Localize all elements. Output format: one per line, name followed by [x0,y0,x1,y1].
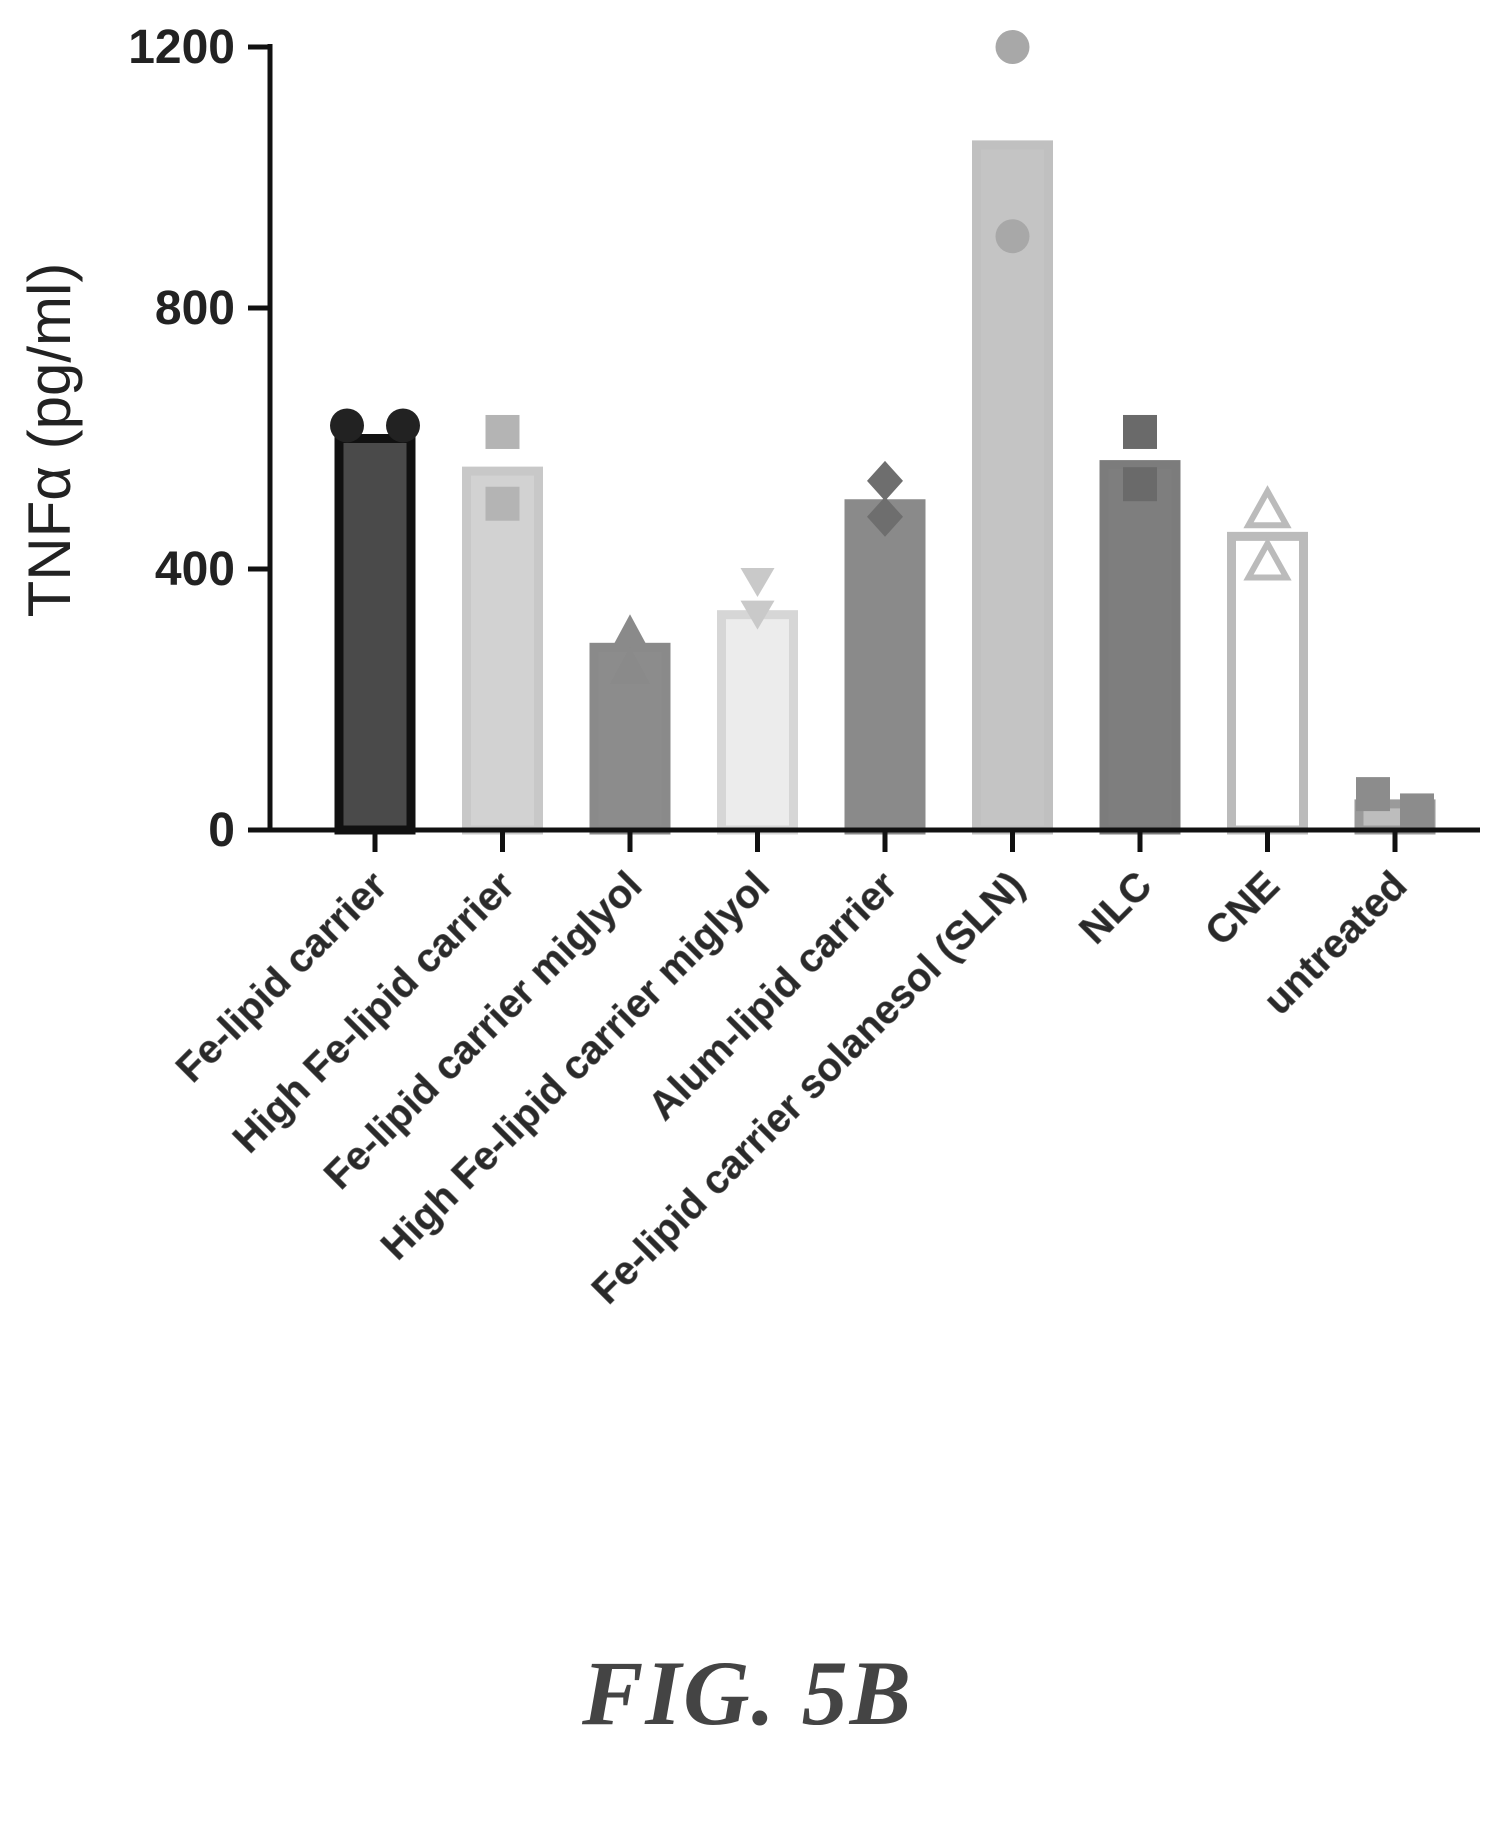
data-points [330,30,1434,828]
data-point [995,219,1030,254]
x-tick-label: Fe-lipid carrier [168,863,396,1091]
figure-caption: FIG. 5B [582,1642,913,1744]
data-point [1123,414,1157,449]
data-point [386,408,420,443]
data-point [485,414,520,449]
bar [717,610,798,835]
bar [462,466,543,835]
data-point [867,460,903,501]
data-point [1356,777,1390,812]
x-tick-label: Alum-lipid carrier [640,863,905,1128]
data-point [1243,485,1292,529]
x-tick-label: CNE [1197,863,1288,954]
data-point [1243,537,1292,581]
bar [844,499,926,835]
data-point [740,568,775,598]
data-point [1400,793,1434,828]
y-tick-label: 0 [208,804,235,857]
bar [334,434,416,835]
data-point [867,496,903,537]
bar [1099,460,1181,835]
y-tick-label: 800 [155,282,235,335]
bars [334,140,1436,835]
bar [972,140,1053,835]
bar [1227,531,1308,835]
data-point [330,408,364,443]
y-axis-label: TNFα (pg/ml) [16,263,83,618]
y-tick-label: 400 [155,543,235,596]
data-point [995,30,1030,64]
y-tick-label: 1200 [128,21,235,74]
data-point [610,646,650,684]
x-tick-label: NLC [1071,863,1160,952]
y-axis: 0 400 800 1200 [128,21,273,857]
data-point [740,600,775,630]
data-point [610,614,650,652]
data-point [485,486,520,521]
data-point [1123,467,1157,502]
